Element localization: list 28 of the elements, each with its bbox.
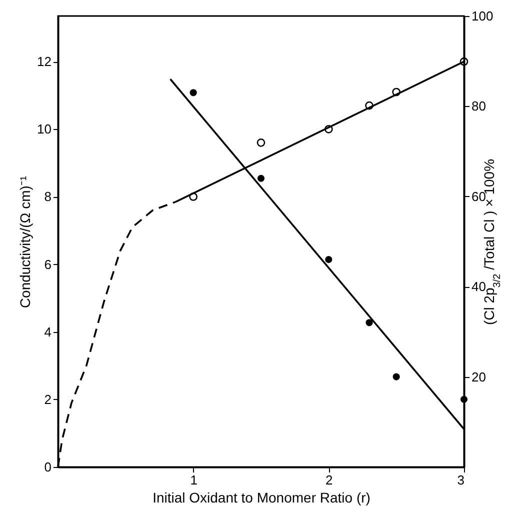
point xyxy=(257,174,265,182)
y-tick-label: 8 xyxy=(44,189,52,204)
y2-tick-label: 40 xyxy=(472,279,486,294)
point xyxy=(392,88,401,96)
x-axis-title: Initial Oxidant to Monomer Ratio (r) xyxy=(152,490,370,506)
y-tick-label: 4 xyxy=(44,324,52,340)
y-tick-label: 10 xyxy=(37,122,52,137)
y-tick-label: 2 xyxy=(44,392,52,407)
y-tick-label: 0 xyxy=(44,460,52,474)
point xyxy=(324,124,333,134)
y2-tick-label: 100 xyxy=(472,8,494,24)
y2-tick-label: 20 xyxy=(472,369,486,384)
point xyxy=(460,396,468,403)
point xyxy=(460,57,468,66)
y-tick-label: 12 xyxy=(37,54,52,70)
point xyxy=(325,256,332,264)
x-tick-label: 2 xyxy=(326,472,333,488)
point xyxy=(189,192,198,201)
x-tick-label: 1 xyxy=(190,472,198,488)
point xyxy=(256,138,266,147)
point xyxy=(392,373,400,380)
y-tick-label: 6 xyxy=(44,256,52,272)
x-tick-label: 3 xyxy=(457,472,464,488)
point xyxy=(190,89,197,96)
y-axis-title: Conductivity/(Ω cm)⁻¹ xyxy=(17,176,34,308)
point xyxy=(366,319,373,326)
point xyxy=(365,101,374,110)
y2-tick-label: 80 xyxy=(472,98,486,114)
